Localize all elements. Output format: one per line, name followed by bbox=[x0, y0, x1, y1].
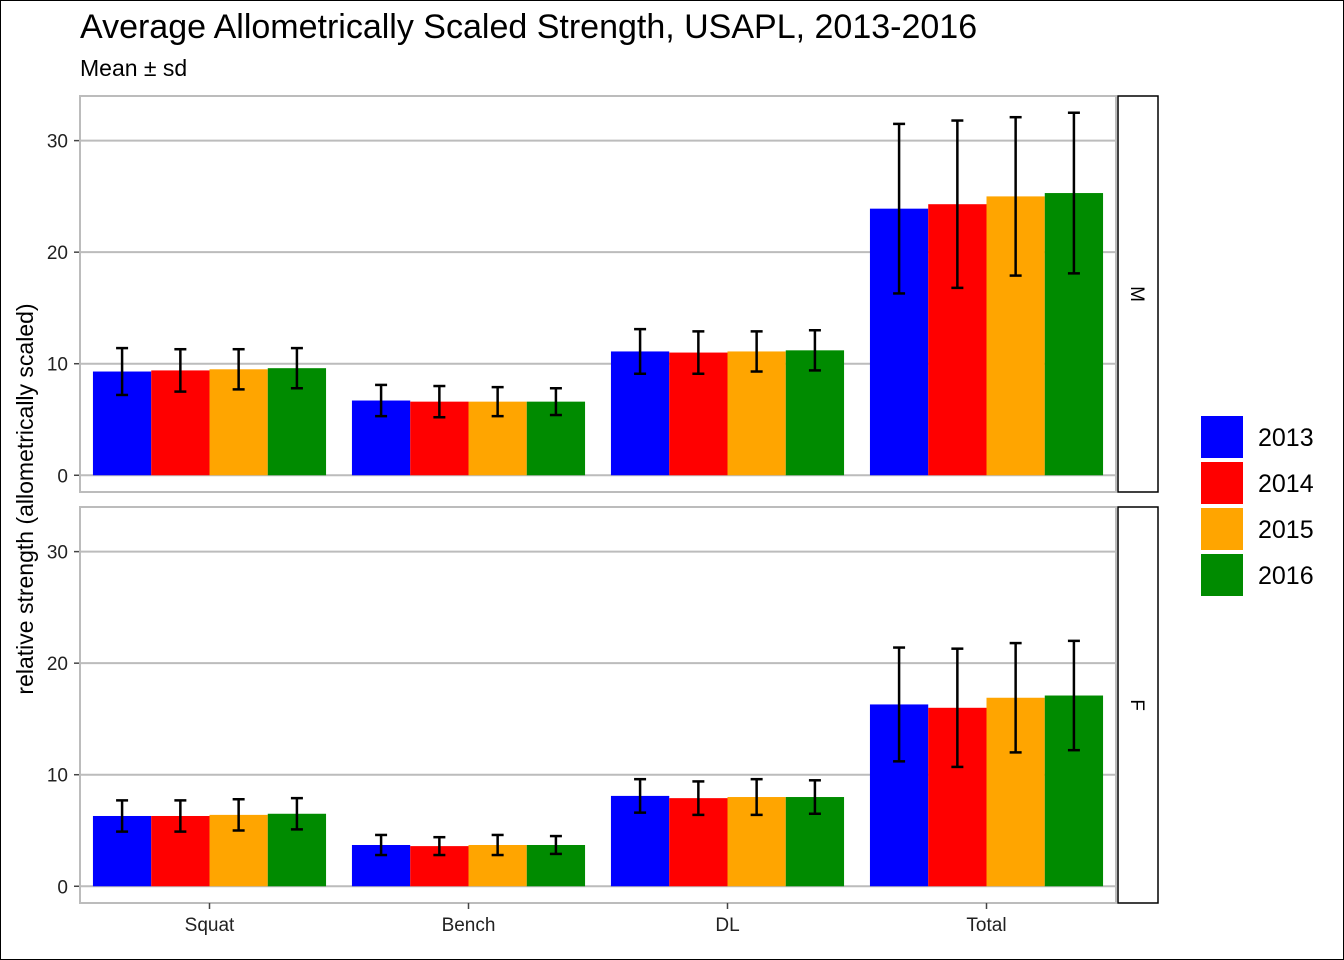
error-bar-F-Total-2015 bbox=[1009, 641, 1022, 754]
y-tick-label: 0 bbox=[57, 877, 68, 898]
error-bar-M-Total-2015 bbox=[1009, 115, 1022, 277]
error-bar-M-Bench-2015 bbox=[491, 385, 504, 418]
y-tick-label: 20 bbox=[47, 654, 68, 675]
legend-key-2015 bbox=[1201, 508, 1243, 550]
panel-F: 0 10 20 30 F bbox=[47, 506, 1159, 904]
error-bar-M-DL-2013 bbox=[634, 327, 647, 376]
error-bar-M-DL-2016 bbox=[808, 329, 821, 372]
chart-title: Average Allometrically Scaled Strength, … bbox=[80, 8, 977, 46]
error-bar-F-Squat-2013 bbox=[116, 799, 129, 833]
facet-strip-M bbox=[1117, 95, 1159, 493]
panel-border bbox=[79, 506, 1117, 904]
legend-label-2014: 2014 bbox=[1258, 470, 1314, 498]
facet-strip-F bbox=[1117, 506, 1159, 904]
error-bar-F-DL-2014 bbox=[692, 780, 705, 817]
error-bar-F-Bench-2016 bbox=[549, 834, 562, 856]
x-tick-label-Squat: Squat bbox=[185, 915, 235, 936]
error-bar-M-Bench-2016 bbox=[549, 387, 562, 417]
error-bar-F-DL-2015 bbox=[750, 777, 763, 817]
chart-subtitle: Mean ± sd bbox=[80, 55, 187, 81]
y-tick-label: 10 bbox=[47, 766, 68, 787]
error-bar-F-Total-2016 bbox=[1067, 639, 1080, 752]
legend-key-2014 bbox=[1201, 462, 1243, 504]
error-bar-F-Total-2014 bbox=[951, 647, 964, 769]
error-bar-F-DL-2016 bbox=[808, 779, 821, 816]
error-bar-M-Total-2014 bbox=[951, 119, 964, 290]
y-axis-label: relative strength (allometrically scaled… bbox=[12, 303, 38, 694]
error-bar-M-Squat-2013 bbox=[116, 346, 129, 397]
y-tick-label: 0 bbox=[57, 466, 68, 487]
y-tick-label: 20 bbox=[47, 243, 68, 264]
legend-label-2016: 2016 bbox=[1258, 562, 1314, 590]
x-tick-label-DL: DL bbox=[715, 915, 739, 936]
error-bar-M-Squat-2014 bbox=[174, 347, 187, 393]
error-bar-F-Bench-2015 bbox=[491, 833, 504, 857]
error-bar-M-Bench-2014 bbox=[433, 384, 446, 419]
error-bar-M-Total-2016 bbox=[1067, 111, 1080, 275]
y-tick-label: 10 bbox=[47, 355, 68, 376]
error-bar-F-Squat-2015 bbox=[232, 798, 245, 832]
legend-label-2013: 2013 bbox=[1258, 424, 1314, 452]
error-bar-M-DL-2014 bbox=[692, 330, 705, 376]
legend: 2013 2014 2015 2016 bbox=[1201, 416, 1314, 596]
facet-strip-label-M: M bbox=[1126, 286, 1147, 302]
plot-area: 0 10 20 30 M 0 10 20 30 F Squat Bench DL Total bbox=[47, 95, 1159, 936]
error-bar-F-Squat-2016 bbox=[290, 796, 303, 831]
error-bar-F-Bench-2013 bbox=[375, 833, 388, 857]
facet-strip-label-F: F bbox=[1126, 699, 1147, 711]
error-bar-M-DL-2015 bbox=[750, 330, 763, 373]
legend-key-2013 bbox=[1201, 416, 1243, 458]
error-bar-M-Squat-2016 bbox=[290, 346, 303, 390]
error-bar-F-Squat-2014 bbox=[174, 799, 187, 833]
x-tick-label-Bench: Bench bbox=[442, 915, 496, 936]
x-tick-label-Total: Total bbox=[966, 915, 1006, 936]
legend-label-2015: 2015 bbox=[1258, 516, 1314, 544]
panel-border bbox=[79, 95, 1117, 493]
y-tick-label: 30 bbox=[47, 543, 68, 564]
error-bar-F-DL-2013 bbox=[634, 777, 647, 814]
error-bar-M-Total-2013 bbox=[893, 122, 906, 295]
y-tick-label: 30 bbox=[47, 132, 68, 153]
error-bar-F-Bench-2014 bbox=[433, 835, 446, 857]
error-bar-M-Bench-2013 bbox=[375, 383, 388, 418]
error-bar-M-Squat-2015 bbox=[232, 347, 245, 391]
legend-key-2016 bbox=[1201, 554, 1243, 596]
panel-M: 0 10 20 30 M bbox=[47, 95, 1159, 493]
error-bar-F-Total-2013 bbox=[893, 646, 906, 763]
